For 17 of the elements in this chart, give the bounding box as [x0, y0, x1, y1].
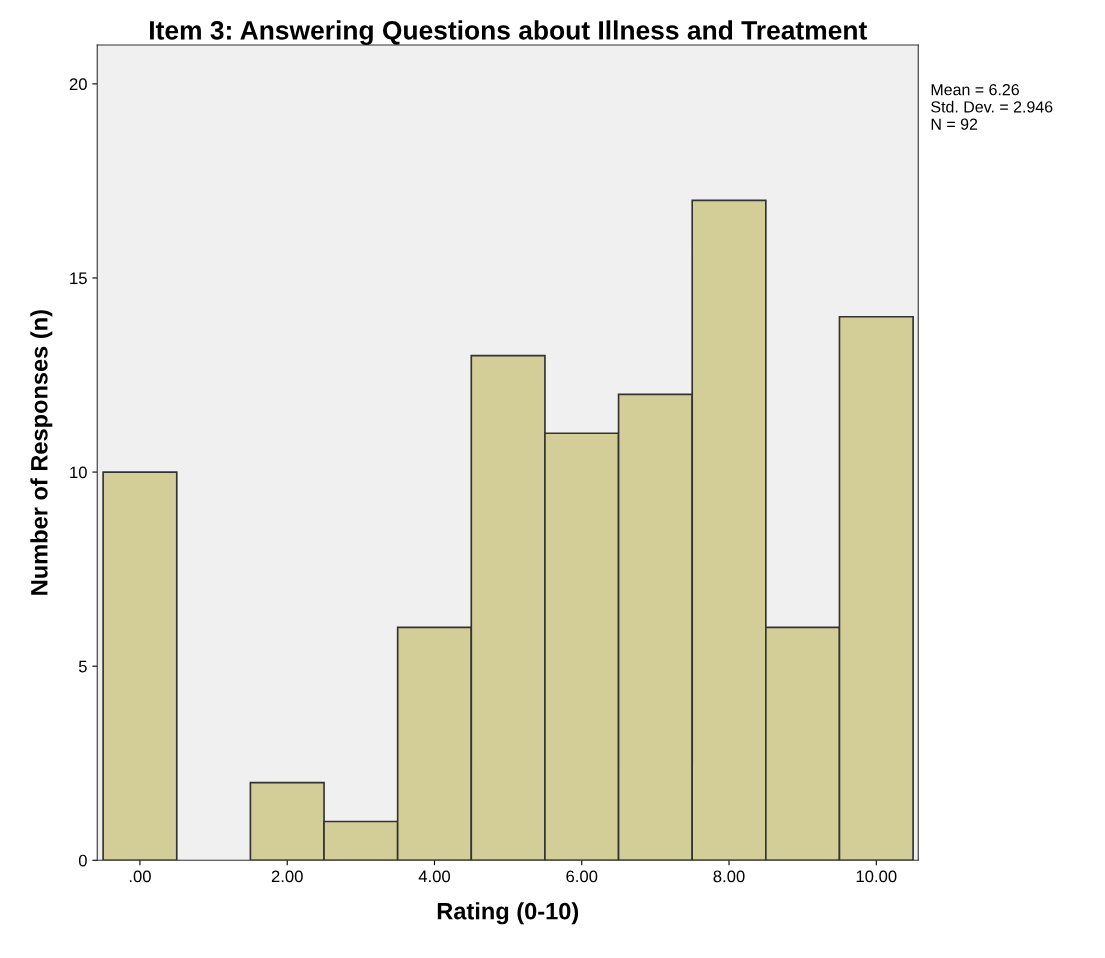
y-tick-label: 5 [78, 660, 87, 673]
y-tick-label: 20 [69, 78, 87, 91]
y-tick-label: 10 [70, 466, 87, 479]
x-tick-label: .00 [129, 870, 151, 883]
text: Std. Dev. = 2.946 [931, 100, 1053, 113]
x-tick-label: 2.00 [271, 870, 303, 883]
x-tick-label: 6.00 [566, 870, 598, 883]
y-axis-title: Number of Responses (n) [30, 310, 53, 595]
x-axis-title: Rating (0-10) [437, 902, 579, 925]
text: Mean = 6.26 [931, 83, 1019, 96]
text: N = 92 [931, 118, 978, 130]
chart-title: Item 3: Answering Questions about Illness and Treatment [150, 20, 867, 46]
x-tick-label: 4.00 [418, 870, 451, 883]
y-tick-label: 15 [70, 272, 87, 285]
x-tick-label: 8.00 [713, 870, 745, 883]
y-tick-label: 0 [78, 854, 87, 867]
x-tick-label: 10.00 [856, 870, 897, 883]
